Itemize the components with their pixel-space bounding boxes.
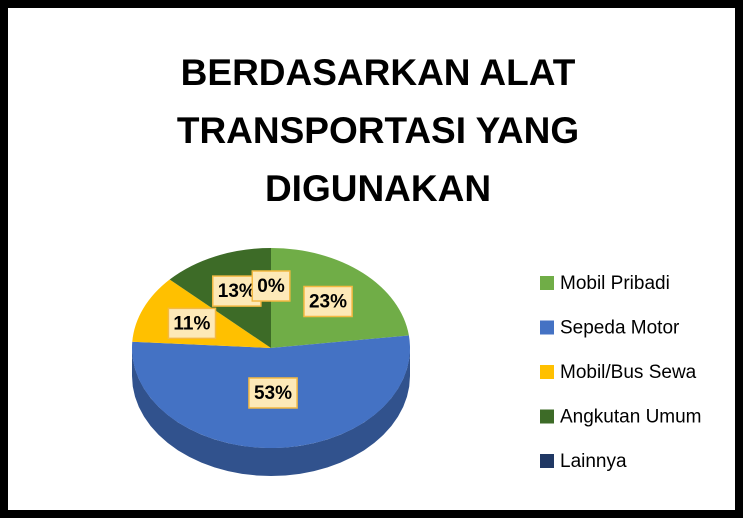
data-label-box (303, 285, 353, 318)
data-label: 53% (248, 377, 298, 409)
data-label-box (167, 307, 217, 340)
data-label: 11% (167, 307, 217, 340)
legend-swatch (540, 454, 554, 468)
data-label-box (251, 270, 291, 302)
data-label-text: 0% (257, 276, 285, 297)
chart-title: DIGUNAKAN (265, 168, 491, 209)
legend-swatch (540, 365, 554, 379)
data-label: 0% (251, 270, 291, 302)
legend-label: Lainnya (560, 451, 627, 472)
legend-swatch (540, 320, 554, 335)
legend-label: Sepeda Motor (560, 318, 680, 339)
legend-label: Mobil/Bus Sewa (560, 362, 697, 383)
data-label-box (248, 377, 298, 409)
legend-label: Angkutan Umum (560, 407, 702, 428)
slice-side (132, 348, 410, 476)
data-label-text: 13% (218, 281, 256, 302)
data-label-text: 23% (309, 292, 347, 313)
data-label-text: 11% (173, 313, 210, 334)
legend-swatch (540, 276, 554, 290)
legend-label: Mobil Pribadi (560, 273, 670, 294)
chart-title: BERDASARKAN ALAT (181, 52, 576, 93)
data-label: 23% (303, 285, 353, 318)
legend-swatch (540, 409, 554, 424)
chart-title: TRANSPORTASI YANG (177, 110, 579, 151)
data-label-text: 53% (254, 383, 292, 404)
